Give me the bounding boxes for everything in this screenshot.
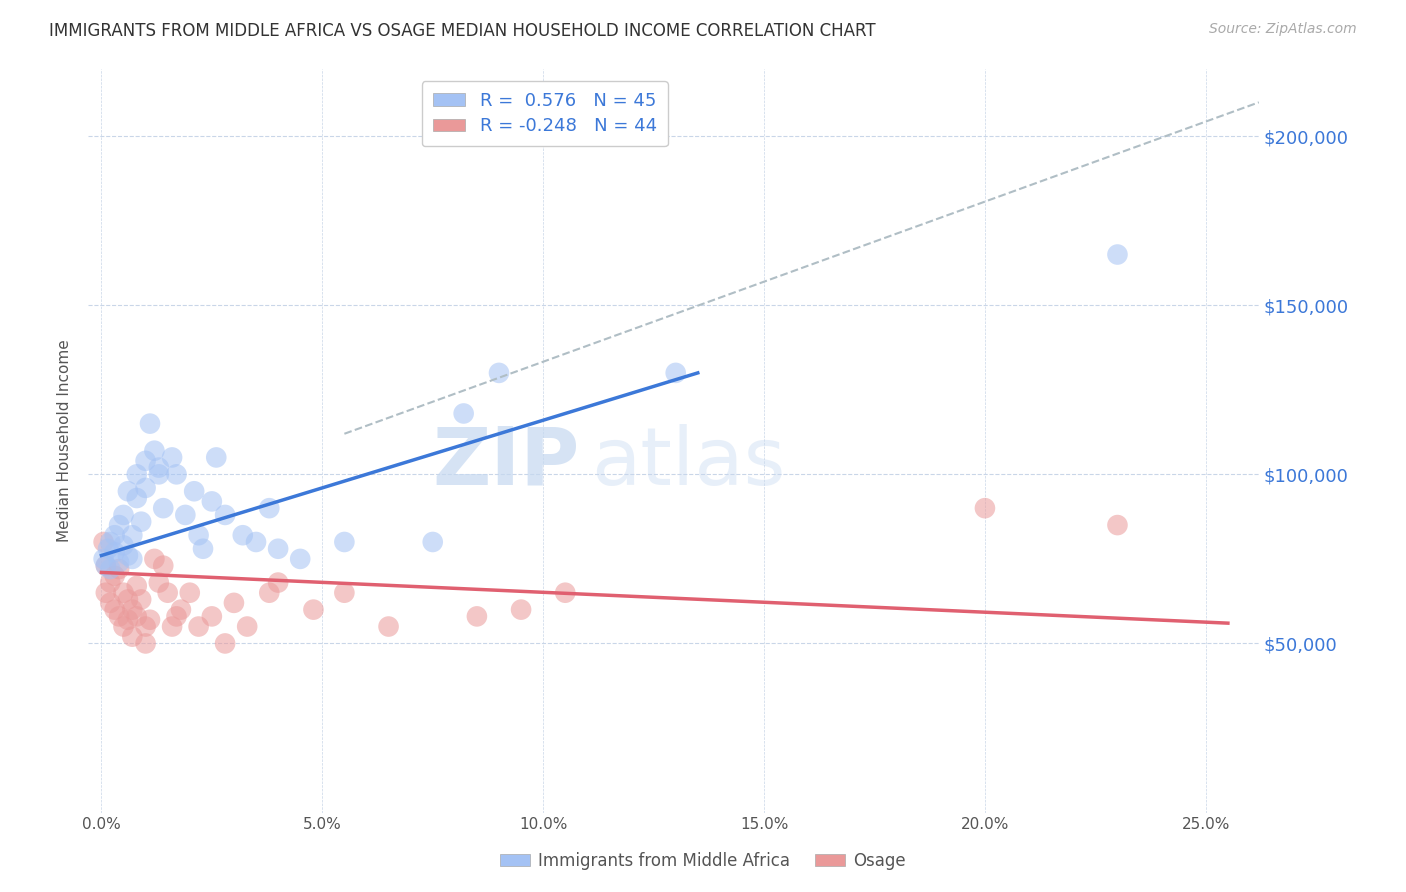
Point <box>93 535 115 549</box>
Point <box>104 569 127 583</box>
Point <box>665 366 688 380</box>
Point <box>94 585 117 599</box>
Point <box>121 552 143 566</box>
Text: ZIP: ZIP <box>433 424 579 502</box>
Point <box>125 609 148 624</box>
Point <box>143 443 166 458</box>
Point <box>259 585 281 599</box>
Point <box>191 541 214 556</box>
Point <box>205 450 228 465</box>
Point <box>156 585 179 599</box>
Point <box>259 501 281 516</box>
Point <box>214 508 236 522</box>
Point <box>170 602 193 616</box>
Point <box>94 558 117 573</box>
Point <box>214 636 236 650</box>
Point <box>125 467 148 482</box>
Point <box>187 528 209 542</box>
Point <box>267 541 290 556</box>
Point <box>117 613 139 627</box>
Point <box>121 528 143 542</box>
Point <box>117 592 139 607</box>
Point <box>148 467 170 482</box>
Point <box>160 450 183 465</box>
Text: Source: ZipAtlas.com: Source: ZipAtlas.com <box>1209 22 1357 37</box>
Point <box>302 602 325 616</box>
Point <box>488 366 510 380</box>
Point <box>139 417 162 431</box>
Point <box>104 545 127 559</box>
Point <box>179 585 201 599</box>
Point <box>121 602 143 616</box>
Point <box>143 552 166 566</box>
Point <box>1107 518 1129 533</box>
Point <box>135 481 157 495</box>
Point <box>104 602 127 616</box>
Point <box>112 538 135 552</box>
Point <box>98 596 121 610</box>
Point <box>98 575 121 590</box>
Point <box>174 508 197 522</box>
Point <box>465 609 488 624</box>
Point <box>422 535 444 549</box>
Point <box>1107 247 1129 261</box>
Point <box>135 619 157 633</box>
Point <box>135 454 157 468</box>
Point <box>94 558 117 573</box>
Y-axis label: Median Household Income: Median Household Income <box>58 339 72 542</box>
Point <box>236 619 259 633</box>
Point <box>117 484 139 499</box>
Point <box>129 592 152 607</box>
Point <box>166 609 188 624</box>
Point <box>222 596 245 610</box>
Point <box>510 602 533 616</box>
Point <box>152 501 174 516</box>
Point <box>152 558 174 573</box>
Point <box>333 535 356 549</box>
Point <box>117 549 139 563</box>
Point <box>93 552 115 566</box>
Point <box>108 555 131 569</box>
Legend: Immigrants from Middle Africa, Osage: Immigrants from Middle Africa, Osage <box>494 846 912 877</box>
Point <box>135 636 157 650</box>
Text: IMMIGRANTS FROM MIDDLE AFRICA VS OSAGE MEDIAN HOUSEHOLD INCOME CORRELATION CHART: IMMIGRANTS FROM MIDDLE AFRICA VS OSAGE M… <box>49 22 876 40</box>
Point <box>183 484 205 499</box>
Legend: R =  0.576   N = 45, R = -0.248   N = 44: R = 0.576 N = 45, R = -0.248 N = 44 <box>422 81 668 146</box>
Point <box>112 619 135 633</box>
Point <box>108 609 131 624</box>
Point <box>267 575 290 590</box>
Point <box>148 460 170 475</box>
Point <box>125 491 148 505</box>
Point <box>129 515 152 529</box>
Point <box>104 528 127 542</box>
Point <box>160 619 183 633</box>
Point <box>974 501 997 516</box>
Point <box>201 494 224 508</box>
Point <box>290 552 312 566</box>
Point <box>245 535 267 549</box>
Point <box>187 619 209 633</box>
Point <box>108 562 131 576</box>
Point <box>112 508 135 522</box>
Point <box>453 407 475 421</box>
Text: atlas: atlas <box>592 424 786 502</box>
Point <box>139 613 162 627</box>
Point <box>148 575 170 590</box>
Point <box>554 585 576 599</box>
Point <box>125 579 148 593</box>
Point <box>97 541 120 556</box>
Point <box>108 518 131 533</box>
Point <box>112 585 135 599</box>
Point <box>201 609 224 624</box>
Point <box>333 585 356 599</box>
Point <box>377 619 399 633</box>
Point <box>232 528 254 542</box>
Point <box>121 630 143 644</box>
Point <box>98 562 121 576</box>
Point <box>98 535 121 549</box>
Point <box>166 467 188 482</box>
